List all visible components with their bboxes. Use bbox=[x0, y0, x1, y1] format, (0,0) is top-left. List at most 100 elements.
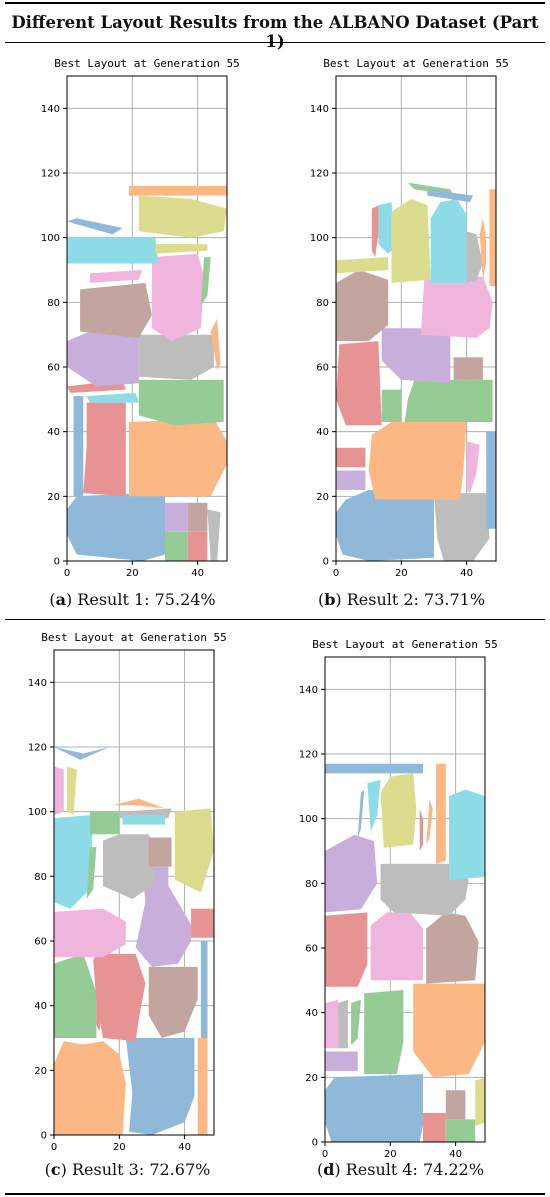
y-tick-label: 0 bbox=[41, 1131, 47, 1142]
piece-blue bbox=[336, 489, 434, 561]
y-tick-label: 0 bbox=[312, 1138, 318, 1149]
caption-letter: c bbox=[50, 1160, 61, 1179]
piece-cyan bbox=[367, 779, 381, 832]
y-tick-label: 100 bbox=[310, 233, 329, 244]
x-tick-label: 40 bbox=[449, 1149, 462, 1160]
piece-olive bbox=[475, 1077, 485, 1126]
top-rule bbox=[5, 2, 545, 4]
caption-letter: b bbox=[324, 590, 336, 609]
piece-blue bbox=[125, 1038, 195, 1135]
piece-olive bbox=[336, 257, 389, 274]
piece-purple bbox=[381, 328, 451, 384]
figure-title: Different Layout Results from the ALBANO… bbox=[11, 13, 539, 51]
piece-gray bbox=[103, 834, 159, 899]
y-tick-label: 60 bbox=[47, 363, 60, 374]
plot-frame bbox=[66, 75, 228, 562]
piece-cyan bbox=[378, 202, 395, 254]
piece-orange bbox=[413, 983, 485, 1078]
caption-result-2: (b) Result 2: 73.71% bbox=[317, 590, 486, 609]
x-tick-label: 40 bbox=[191, 568, 204, 579]
piece-brown bbox=[148, 837, 172, 867]
piece-red bbox=[336, 341, 382, 426]
y-tick-label: 0 bbox=[54, 557, 60, 568]
piece-brown bbox=[453, 357, 483, 380]
piece-red bbox=[187, 531, 208, 561]
piece-purple bbox=[336, 470, 366, 490]
y-tick-label: 140 bbox=[28, 678, 47, 689]
panel-result-3: Best Layout at Generation 55 0 20 40 0 20 40 60… bbox=[12, 628, 227, 1158]
piece-green bbox=[404, 379, 493, 422]
piece-red bbox=[191, 908, 214, 938]
y-tick-label: 80 bbox=[305, 879, 318, 890]
piece-blue bbox=[427, 189, 474, 203]
piece-green bbox=[54, 953, 97, 1038]
y-tick-label: 0 bbox=[323, 557, 329, 568]
x-tick-label: 0 bbox=[64, 568, 70, 579]
piece-red bbox=[325, 912, 368, 987]
piece-green bbox=[86, 847, 97, 899]
piece-brown bbox=[336, 270, 389, 342]
chart-title: Best Layout at Generation 55 bbox=[54, 57, 239, 70]
piece-gray bbox=[207, 509, 221, 561]
piece-orange bbox=[436, 763, 446, 864]
piece-blue bbox=[73, 396, 84, 497]
chart-title: Best Layout at Generation 55 bbox=[312, 638, 497, 651]
y-tick-label: 40 bbox=[316, 427, 329, 438]
piece-olive bbox=[155, 244, 208, 254]
y-tick-label: 80 bbox=[34, 872, 47, 883]
piece-brown bbox=[187, 502, 208, 532]
y-tick-label: 80 bbox=[316, 298, 329, 309]
caption-result-1: (a) Result 1: 75.24% bbox=[49, 590, 216, 609]
piece-purple bbox=[165, 502, 188, 532]
y-tick-label: 20 bbox=[316, 492, 329, 503]
y-tick-label: 120 bbox=[299, 750, 318, 761]
piece-cyan bbox=[122, 814, 165, 825]
piece-pink bbox=[54, 908, 126, 958]
piece-pink bbox=[89, 270, 143, 283]
y-tick-label: 120 bbox=[310, 169, 329, 180]
piece-red bbox=[83, 402, 126, 497]
caption-letter: d bbox=[323, 1160, 335, 1179]
piece-gray bbox=[380, 863, 469, 916]
x-tick-label: 0 bbox=[322, 1149, 328, 1160]
piece-purple bbox=[325, 834, 378, 913]
y-tick-label: 140 bbox=[41, 104, 60, 115]
layout-plot: Best Layout at Generation 55 0 20 40 0 20 40 60… bbox=[299, 638, 498, 1160]
piece-green bbox=[200, 257, 211, 306]
piece-blue bbox=[54, 747, 110, 760]
piece-orange bbox=[129, 185, 227, 196]
y-tick-label: 80 bbox=[47, 298, 60, 309]
piece-cyan bbox=[67, 237, 159, 264]
piece-green bbox=[165, 531, 188, 561]
x-tick-label: 40 bbox=[178, 1142, 191, 1153]
piece-purple bbox=[135, 866, 192, 967]
y-tick-label: 140 bbox=[299, 685, 318, 696]
piece-pink bbox=[325, 999, 339, 1049]
piece-pink bbox=[151, 253, 205, 342]
piece-gray bbox=[466, 231, 483, 283]
x-tick-label: 0 bbox=[51, 1142, 57, 1153]
piece-green bbox=[138, 379, 224, 426]
x-tick-label: 20 bbox=[395, 568, 408, 579]
plot-frame bbox=[324, 656, 486, 1143]
y-tick-label: 140 bbox=[310, 104, 329, 115]
piece-gray bbox=[138, 334, 214, 380]
layout-plot: Best Layout at Generation 55 0 20 40 0 20 40 60… bbox=[28, 631, 227, 1153]
layout-plot: Best Layout at Generation 55 0 20 40 0 20 40 60… bbox=[310, 57, 509, 579]
caption-text: Result 3: 72.67% bbox=[66, 1160, 211, 1179]
piece-blue bbox=[486, 431, 496, 529]
piece-red bbox=[96, 976, 103, 1032]
x-tick-label: 20 bbox=[126, 568, 139, 579]
y-tick-label: 60 bbox=[305, 944, 318, 955]
piece-red bbox=[371, 205, 379, 258]
caption-result-3: (c) Result 3: 72.67% bbox=[44, 1160, 211, 1179]
piece-green bbox=[445, 1119, 476, 1142]
piece-brown bbox=[426, 912, 479, 984]
caption-text: Result 1: 75.24% bbox=[72, 590, 216, 609]
piece-blue bbox=[67, 218, 123, 235]
piece-blue bbox=[67, 493, 165, 561]
chart-title: Best Layout at Generation 55 bbox=[41, 631, 226, 644]
piece-pink bbox=[420, 276, 493, 338]
piece-red bbox=[419, 809, 423, 851]
piece-orange bbox=[112, 798, 165, 809]
